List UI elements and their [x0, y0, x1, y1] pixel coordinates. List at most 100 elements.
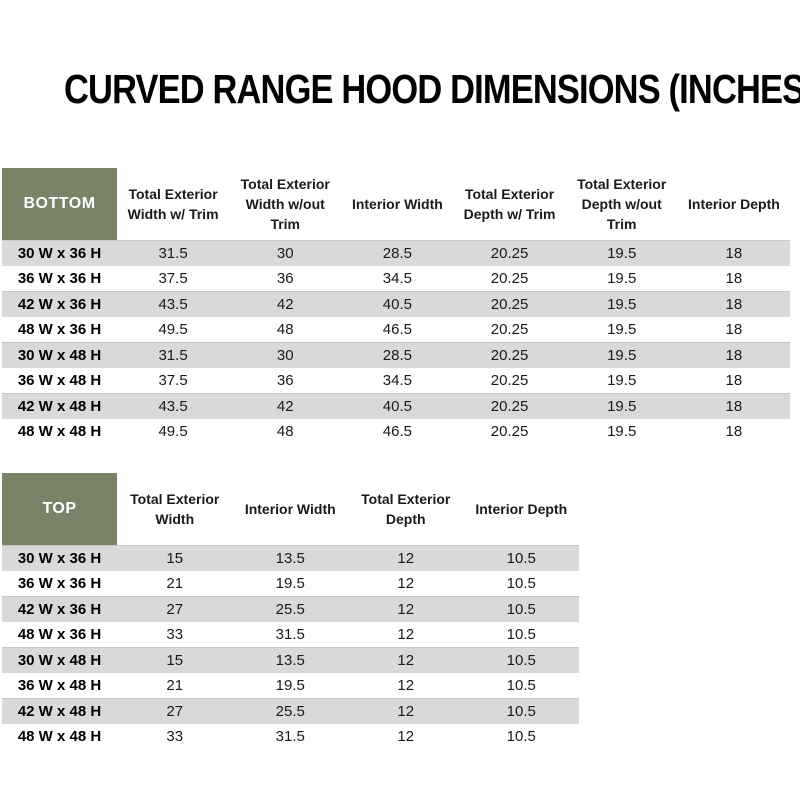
dimension-value-cell: 31.5	[117, 240, 230, 266]
table-row: 30 W x 48 H 31.5 30 28.5 20.25 19.5 18	[2, 342, 790, 368]
row-size-label: 42 W x 36 H	[2, 291, 117, 317]
column-header-total-exterior-width-wout-trim: Total Exterior Width w/out Trim	[229, 168, 342, 241]
dimension-value-cell: 18	[677, 393, 790, 419]
row-size-label: 36 W x 36 H	[2, 266, 117, 292]
dimension-value-cell: 10.5	[463, 698, 579, 724]
dimension-value-cell: 19.5	[565, 342, 678, 368]
bottom-table-body: 30 W x 36 H 31.5 30 28.5 20.25 19.5 18 36 W x 3…	[2, 240, 790, 444]
dimension-value-cell: 12	[348, 571, 464, 597]
dimension-value-cell: 43.5	[117, 393, 230, 419]
dimension-value-cell: 31.5	[232, 622, 348, 648]
dimension-value-cell: 30	[229, 240, 342, 266]
row-size-label: 30 W x 48 H	[2, 647, 117, 673]
dimension-value-cell: 20.25	[453, 266, 566, 292]
dimension-value-cell: 19.5	[232, 571, 348, 597]
dimension-value-cell: 20.25	[453, 393, 566, 419]
dimension-value-cell: 30	[229, 342, 342, 368]
row-size-label: 48 W x 48 H	[2, 724, 117, 749]
row-size-label: 48 W x 48 H	[2, 419, 117, 444]
dimension-value-cell: 13.5	[232, 545, 348, 571]
dimension-value-cell: 18	[677, 342, 790, 368]
column-header-interior-depth: Interior Depth	[677, 168, 790, 241]
dimension-value-cell: 18	[677, 317, 790, 343]
table-row: 48 W x 48 H 49.5 48 46.5 20.25 19.5 18	[2, 419, 790, 444]
dimension-value-cell: 43.5	[117, 291, 230, 317]
dimension-value-cell: 19.5	[565, 291, 678, 317]
dimension-value-cell: 48	[229, 419, 342, 444]
dimension-value-cell: 25.5	[232, 596, 348, 622]
row-size-label: 36 W x 48 H	[2, 673, 117, 699]
dimension-value-cell: 33	[117, 724, 233, 749]
dimension-value-cell: 10.5	[463, 673, 579, 699]
row-size-label: 30 W x 36 H	[2, 545, 117, 571]
row-size-label: 30 W x 48 H	[2, 342, 117, 368]
dimension-value-cell: 19.5	[565, 393, 678, 419]
dimension-value-cell: 25.5	[232, 698, 348, 724]
table-row: 48 W x 36 H 49.5 48 46.5 20.25 19.5 18	[2, 317, 790, 343]
dimension-value-cell: 12	[348, 596, 464, 622]
dimension-value-cell: 27	[117, 698, 233, 724]
top-table-body: 30 W x 36 H 15 13.5 12 10.5 36 W x 36 H 21 19.5…	[2, 545, 579, 749]
column-header-interior-width: Interior Width	[341, 168, 454, 241]
row-size-label: 30 W x 36 H	[2, 240, 117, 266]
row-size-label: 36 W x 48 H	[2, 368, 117, 394]
dimension-value-cell: 10.5	[463, 571, 579, 597]
dimension-value-cell: 19.5	[565, 419, 678, 444]
dimension-value-cell: 19.5	[232, 673, 348, 699]
dimension-value-cell: 18	[677, 368, 790, 394]
bottom-table-section-label: BOTTOM	[2, 168, 117, 241]
column-header-total-exterior-depth: Total Exterior Depth	[348, 473, 464, 546]
dimension-value-cell: 19.5	[565, 368, 678, 394]
dimension-value-cell: 12	[348, 724, 464, 749]
dimension-value-cell: 20.25	[453, 240, 566, 266]
dimension-value-cell: 18	[677, 240, 790, 266]
dimension-value-cell: 46.5	[341, 419, 454, 444]
dimension-value-cell: 36	[229, 266, 342, 292]
dimension-value-cell: 19.5	[565, 240, 678, 266]
column-header-total-exterior-width-w-trim: Total Exterior Width w/ Trim	[117, 168, 230, 241]
dimension-value-cell: 48	[229, 317, 342, 343]
dimension-value-cell: 37.5	[117, 266, 230, 292]
dimension-value-cell: 12	[348, 698, 464, 724]
table-row: 48 W x 36 H 33 31.5 12 10.5	[2, 622, 579, 648]
dimension-value-cell: 18	[677, 266, 790, 292]
dimension-value-cell: 31.5	[117, 342, 230, 368]
dimension-value-cell: 21	[117, 673, 233, 699]
dimension-value-cell: 34.5	[341, 368, 454, 394]
dimension-value-cell: 12	[348, 647, 464, 673]
dimension-value-cell: 36	[229, 368, 342, 394]
dimension-value-cell: 28.5	[341, 240, 454, 266]
top-table-section-label: TOP	[2, 473, 117, 546]
column-header-total-exterior-width: Total Exterior Width	[117, 473, 233, 546]
table-row: 36 W x 36 H 21 19.5 12 10.5	[2, 571, 579, 597]
dimension-value-cell: 10.5	[463, 545, 579, 571]
dimension-value-cell: 33	[117, 622, 233, 648]
row-size-label: 48 W x 36 H	[2, 622, 117, 648]
table-row: 36 W x 48 H 37.5 36 34.5 20.25 19.5 18	[2, 368, 790, 394]
dimension-value-cell: 20.25	[453, 342, 566, 368]
dimension-value-cell: 12	[348, 673, 464, 699]
dimension-value-cell: 21	[117, 571, 233, 597]
dimension-value-cell: 31.5	[232, 724, 348, 749]
column-header-interior-depth: Interior Depth	[463, 473, 579, 546]
dimension-value-cell: 49.5	[117, 317, 230, 343]
dimension-value-cell: 37.5	[117, 368, 230, 394]
row-size-label: 48 W x 36 H	[2, 317, 117, 343]
column-header-total-exterior-depth-wout-trim: Total Exterior Depth w/out Trim	[565, 168, 678, 241]
dimension-value-cell: 27	[117, 596, 233, 622]
dimension-value-cell: 20.25	[453, 419, 566, 444]
table-row: 30 W x 48 H 15 13.5 12 10.5	[2, 647, 579, 673]
dimension-value-cell: 10.5	[463, 596, 579, 622]
bottom-table-header-row: BOTTOM Total Exterior Width w/ Trim Tota…	[2, 168, 790, 241]
dimension-value-cell: 20.25	[453, 291, 566, 317]
dimension-value-cell: 40.5	[341, 393, 454, 419]
dimension-value-cell: 20.25	[453, 368, 566, 394]
dimension-value-cell: 15	[117, 545, 233, 571]
dimension-value-cell: 42	[229, 393, 342, 419]
dimension-value-cell: 34.5	[341, 266, 454, 292]
table-row: 48 W x 48 H 33 31.5 12 10.5	[2, 724, 579, 749]
dimension-value-cell: 49.5	[117, 419, 230, 444]
dimension-value-cell: 28.5	[341, 342, 454, 368]
page-title: CURVED RANGE HOOD DIMENSIONS (INCHES)	[64, 66, 800, 112]
dimension-value-cell: 10.5	[463, 622, 579, 648]
